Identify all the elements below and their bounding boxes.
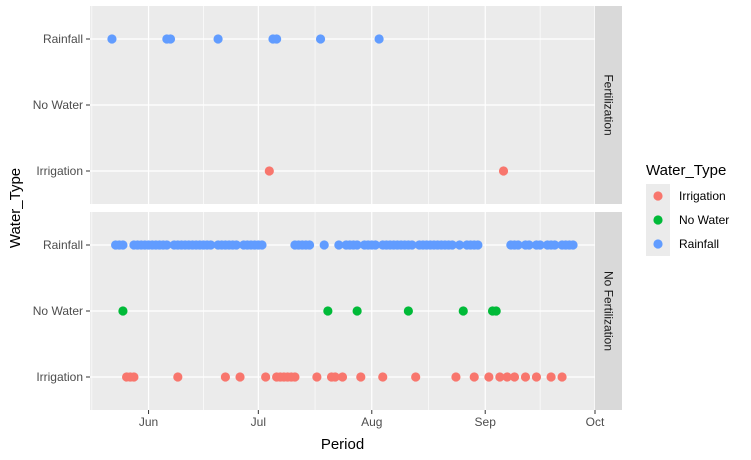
data-point (473, 240, 483, 250)
facet-strip-label: No Fertilization (602, 271, 616, 351)
x-tick-label: Aug (361, 415, 382, 429)
data-point (557, 372, 567, 382)
data-point (206, 240, 216, 250)
y-tick-label: Rainfall (43, 32, 83, 46)
legend-label: Irrigation (679, 189, 726, 203)
data-point (261, 372, 271, 382)
data-point (447, 240, 457, 250)
data-point (107, 34, 117, 44)
y-tick-label: No Water (33, 304, 83, 318)
y-tick-label: Rainfall (43, 238, 83, 252)
data-point (378, 372, 388, 382)
data-point (312, 372, 322, 382)
legend-label: No Water (679, 213, 729, 227)
data-point (330, 372, 340, 382)
y-tick-label: No Water (33, 98, 83, 112)
data-point (337, 372, 348, 382)
data-point (498, 166, 509, 176)
x-tick-label: Jun (139, 415, 158, 429)
data-point (220, 372, 230, 382)
facet-strip-label: Fertilization (602, 74, 616, 135)
data-point (304, 240, 315, 250)
data-point (531, 372, 542, 382)
data-point (451, 372, 461, 382)
data-point (264, 166, 274, 176)
data-point (495, 372, 505, 382)
facet-panel: Irrigation No Water Rainfall Fertilization (33, 6, 622, 204)
data-point (352, 306, 362, 316)
legend-item: No Water (646, 208, 729, 232)
data-point (231, 240, 241, 250)
data-point (524, 240, 534, 250)
y-axis-title: Water_Type (7, 168, 24, 248)
data-point (315, 34, 326, 44)
data-point (484, 372, 494, 382)
facet-strip (595, 212, 622, 410)
y-tick-label: Irrigation (36, 370, 83, 384)
data-point (165, 34, 176, 44)
legend-swatch (653, 191, 663, 201)
data-point (129, 372, 139, 382)
data-point (550, 240, 560, 250)
data-point (272, 34, 282, 44)
data-point (502, 372, 512, 382)
data-point (407, 240, 417, 250)
x-tick-label: Sep (475, 415, 497, 429)
data-point (491, 306, 501, 316)
facet-strip (595, 6, 622, 204)
legend-item: Irrigation (646, 184, 726, 208)
x-axis: Jun Jul Aug Sep Oct (139, 410, 605, 429)
data-point (513, 240, 523, 250)
data-point (319, 240, 329, 250)
data-point (374, 34, 384, 44)
data-point (118, 240, 128, 250)
data-point (520, 372, 531, 382)
facet-panel: Irrigation No Water Rainfall No Fertilizati… (33, 212, 622, 410)
legend-item: Rainfall (646, 232, 719, 256)
legend-title: Water_Type (646, 162, 726, 179)
data-point (213, 34, 223, 44)
legend: Water_Type Irrigation No Water Rainfall (646, 162, 729, 256)
data-point (162, 240, 172, 250)
data-point (403, 306, 413, 316)
legend-swatch (653, 239, 663, 249)
x-tick-label: Jul (251, 415, 266, 429)
x-axis-title: Period (321, 436, 364, 453)
data-point (118, 306, 128, 316)
data-point (235, 372, 245, 382)
data-point (546, 372, 556, 382)
data-point (370, 240, 381, 250)
data-point (290, 372, 300, 382)
data-point (535, 240, 545, 250)
data-point (411, 372, 421, 382)
data-point (509, 372, 520, 382)
data-point (323, 306, 333, 316)
data-point (469, 372, 479, 382)
y-tick-label: Irrigation (36, 164, 83, 178)
data-point (352, 240, 362, 250)
data-point (173, 372, 183, 382)
legend-swatch (653, 215, 663, 225)
legend-label: Rainfall (679, 237, 719, 251)
data-point (334, 240, 344, 250)
data-point (356, 372, 366, 382)
data-point (568, 240, 578, 250)
x-tick-label: Oct (586, 415, 605, 429)
data-point (455, 240, 465, 250)
data-point (458, 306, 468, 316)
data-point (257, 240, 267, 250)
